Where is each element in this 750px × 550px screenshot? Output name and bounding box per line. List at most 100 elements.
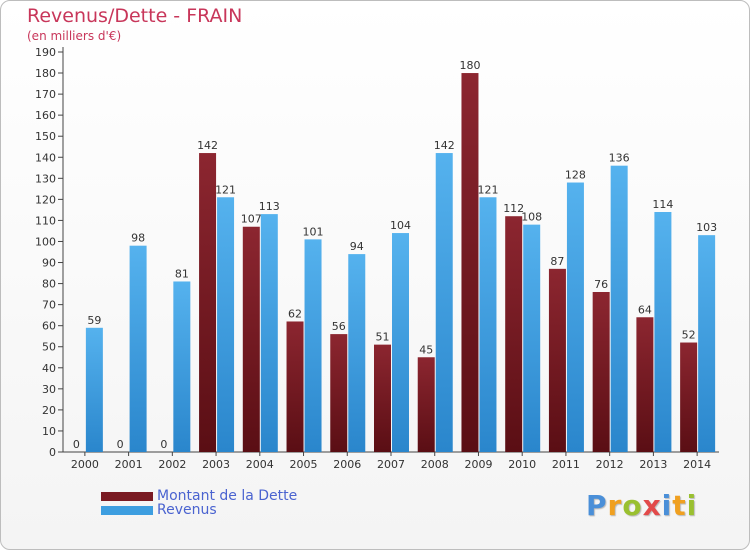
data-label-debt: 180 xyxy=(459,59,480,72)
x-tick-label: 2007 xyxy=(377,458,405,471)
bar-debt xyxy=(242,226,260,452)
y-tick-label: 130 xyxy=(35,172,56,185)
data-label-revenue: 114 xyxy=(652,198,673,211)
bar-debt xyxy=(199,153,217,453)
bar-revenue xyxy=(654,212,672,452)
data-label-revenue: 98 xyxy=(131,232,145,245)
y-tick-label: 180 xyxy=(35,67,56,80)
data-label-revenue: 94 xyxy=(350,240,364,253)
y-tick-label: 140 xyxy=(35,151,56,164)
data-label-revenue: 121 xyxy=(215,183,236,196)
y-tick-label: 0 xyxy=(49,446,56,459)
data-label-revenue: 113 xyxy=(259,200,280,213)
x-tick-label: 2002 xyxy=(158,458,186,471)
y-tick-label: 90 xyxy=(42,257,56,270)
x-tick-label: 2000 xyxy=(71,458,99,471)
data-label-debt: 87 xyxy=(550,255,564,268)
x-tick-label: 2003 xyxy=(202,458,230,471)
y-tick-label: 40 xyxy=(42,362,56,375)
data-label-debt: 51 xyxy=(376,331,390,344)
bar-revenue xyxy=(129,245,147,452)
y-tick-label: 80 xyxy=(42,278,56,291)
logo-letter: i xyxy=(686,489,698,522)
y-tick-label: 110 xyxy=(35,214,56,227)
logo-letter: t xyxy=(672,489,687,522)
proxiti-logo: Proxiti xyxy=(586,489,697,522)
bar-revenue xyxy=(698,235,716,452)
bar-revenue xyxy=(348,254,366,452)
y-tick-label: 170 xyxy=(35,88,56,101)
data-label-revenue: 81 xyxy=(175,267,189,280)
bar-revenue xyxy=(173,281,191,452)
data-label-debt: 107 xyxy=(241,213,262,226)
bar-revenue xyxy=(610,165,628,452)
bar-revenue xyxy=(260,214,278,452)
logo-letter: x xyxy=(642,489,662,522)
x-tick-label: 2014 xyxy=(683,458,711,471)
data-label-revenue: 108 xyxy=(521,211,542,224)
data-label-debt: 0 xyxy=(160,438,167,451)
data-label-revenue: 121 xyxy=(477,183,498,196)
data-label-revenue: 104 xyxy=(390,219,411,232)
bar-revenue xyxy=(479,197,497,452)
chart-title: Revenus/Dette - FRAIN xyxy=(27,5,243,27)
data-label-revenue: 142 xyxy=(434,139,455,152)
bar-revenue xyxy=(217,197,235,452)
y-tick-label: 10 xyxy=(42,425,56,438)
bar-revenue xyxy=(566,182,584,453)
bar-debt xyxy=(330,334,348,452)
data-label-debt: 45 xyxy=(419,343,433,356)
data-label-debt: 52 xyxy=(682,329,696,342)
data-label-debt: 64 xyxy=(638,303,652,316)
legend-swatch-debt xyxy=(101,491,153,501)
x-tick-label: 2010 xyxy=(508,458,536,471)
x-tick-label: 2013 xyxy=(639,458,667,471)
bar-debt xyxy=(374,344,391,452)
x-tick-label: 2001 xyxy=(115,458,143,471)
y-tick-label: 30 xyxy=(42,383,56,396)
data-label-debt: 112 xyxy=(503,202,524,215)
legend-label-revenue: Revenus xyxy=(157,502,217,518)
x-tick-label: 2004 xyxy=(246,458,274,471)
chart-subtitle: (en milliers d'€) xyxy=(27,29,122,43)
y-tick-label: 100 xyxy=(35,235,56,248)
x-tick-label: 2006 xyxy=(333,458,361,471)
logo-letter: r xyxy=(607,489,623,522)
y-tick-label: 60 xyxy=(42,320,56,333)
data-label-revenue: 101 xyxy=(303,225,324,238)
data-label-revenue: 128 xyxy=(565,169,586,182)
y-tick-label: 50 xyxy=(42,341,56,354)
data-label-debt: 0 xyxy=(117,438,124,451)
y-tick-label: 150 xyxy=(35,130,56,143)
x-tick-label: 2005 xyxy=(290,458,318,471)
data-label-debt: 62 xyxy=(288,307,302,320)
data-label-revenue: 59 xyxy=(87,314,101,327)
legend-item-debt: Montant de la Dette xyxy=(101,487,297,505)
x-tick-label: 2008 xyxy=(421,458,449,471)
legend-swatch-revenue xyxy=(101,505,153,515)
bar-debt xyxy=(417,357,435,452)
y-tick-label: 20 xyxy=(42,404,56,417)
data-label-revenue: 136 xyxy=(609,152,630,165)
y-tick-label: 120 xyxy=(35,193,56,206)
bar-revenue xyxy=(392,233,409,452)
data-label-debt: 56 xyxy=(332,320,346,333)
data-label-debt: 0 xyxy=(73,438,80,451)
logo-letter: P xyxy=(586,489,608,522)
bar-debt xyxy=(505,216,523,452)
bar-debt xyxy=(636,317,654,452)
bar-revenue xyxy=(435,153,453,453)
logo-letter: o xyxy=(622,489,643,522)
data-label-revenue: 103 xyxy=(696,221,717,234)
data-label-debt: 76 xyxy=(594,278,608,291)
legend-label-debt: Montant de la Dette xyxy=(157,488,298,504)
bar-revenue xyxy=(85,327,103,452)
y-tick-label: 190 xyxy=(35,46,56,59)
x-tick-label: 2011 xyxy=(552,458,580,471)
bar-debt xyxy=(286,321,304,452)
x-tick-label: 2012 xyxy=(596,458,624,471)
y-tick-label: 160 xyxy=(35,109,56,122)
logo-letter: i xyxy=(661,489,673,522)
